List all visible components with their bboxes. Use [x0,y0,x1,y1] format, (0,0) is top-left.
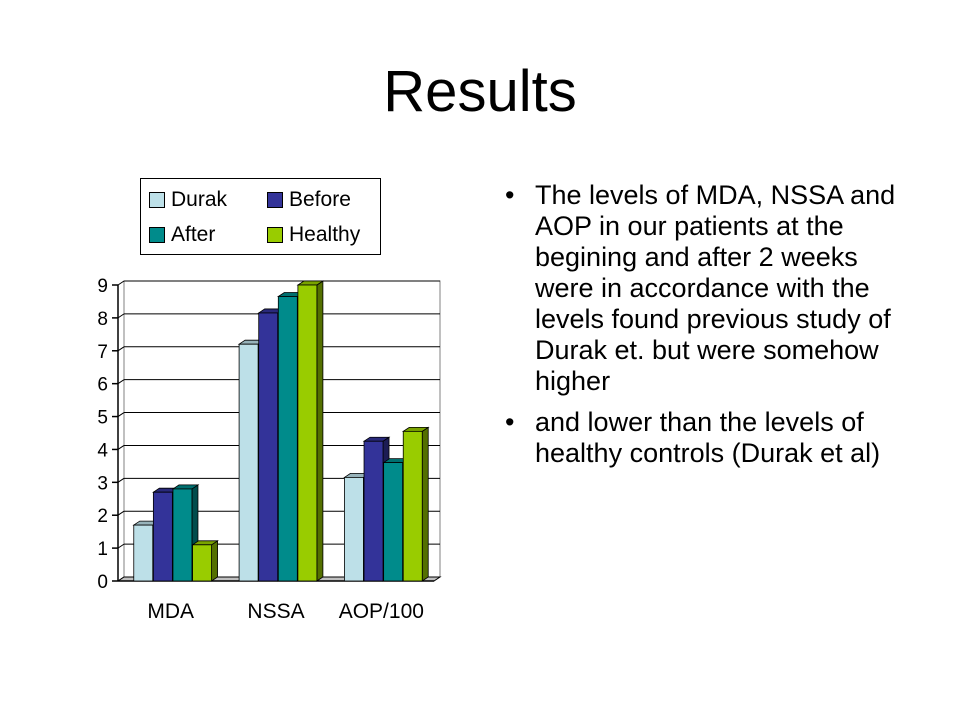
gridline-side [117,379,125,385]
legend-item: Durak [149,185,227,215]
y-tick-label: 3 [97,473,108,494]
gridline-side [117,346,125,352]
bullet-icon: • [505,407,515,437]
y-tick-label: 6 [97,375,108,396]
legend-label: Healthy [289,223,361,246]
chart-plot: 0 1 2 3 4 5 6 7 8 9 MDA NSSA AOP/100 [97,276,442,623]
bullet-icon: • [505,180,515,210]
bar [238,343,259,582]
gridline-side [117,510,125,516]
bar [344,476,364,582]
legend-swatch [267,227,283,243]
bullet-item: • and lower than the levels of healthy c… [505,407,905,469]
bar [363,440,384,582]
page-title: Results [383,59,577,124]
gridline-side [117,313,125,319]
y-tick-label: 8 [97,309,108,330]
bar [133,524,154,582]
bar [402,430,423,582]
legend-item: Healthy [267,220,360,250]
bar-side [316,280,324,582]
legend-label: Before [289,188,351,211]
legend-swatch [149,192,165,208]
x-tick-label: MDA [147,600,194,623]
legend-swatch [267,192,283,208]
x-tick-label: NSSA [247,600,304,623]
y-tick-label: 9 [97,276,108,297]
legend-swatch [149,227,165,243]
bar [383,462,404,582]
chart-legend: Durak Before After Healthy [140,178,381,255]
bar-side [211,540,218,582]
gridline-side [117,412,125,417]
y-tick-label: 7 [97,342,108,363]
y-tick-label: 5 [97,408,108,429]
x-tick-label: AOP/100 [339,600,424,623]
y-tick-label: 2 [97,506,108,527]
bar-chart: Durak Before After Healthy 0 1 2 3 4 5 6 7 8 9 MDA NSS… [70,170,460,630]
bullet-text: The levels of MDA, NSSA and AOP in our p… [535,180,896,396]
bullet-text: and lower than the levels of healthy con… [535,407,881,468]
gridline-side [117,445,125,450]
gridline-side [117,543,125,549]
bar [277,296,298,582]
legend-label: Durak [171,188,228,211]
y-tick-label: 1 [97,539,108,560]
bar [172,488,193,582]
legend-item: After [149,220,215,250]
legend-item: Before [267,185,351,215]
gridline-side [117,280,125,286]
y-tick-label: 4 [97,440,108,461]
bullet-item: • The levels of MDA, NSSA and AOP in our… [505,180,905,397]
bar [192,544,212,582]
bullet-list: • The levels of MDA, NSSA and AOP in our… [505,180,905,479]
bar [297,284,318,582]
legend-label: After [171,223,216,246]
bar [258,312,279,582]
bar-side [421,426,429,582]
y-tick-label: 0 [97,572,108,593]
bar [152,491,173,582]
gridline-side [117,477,125,483]
